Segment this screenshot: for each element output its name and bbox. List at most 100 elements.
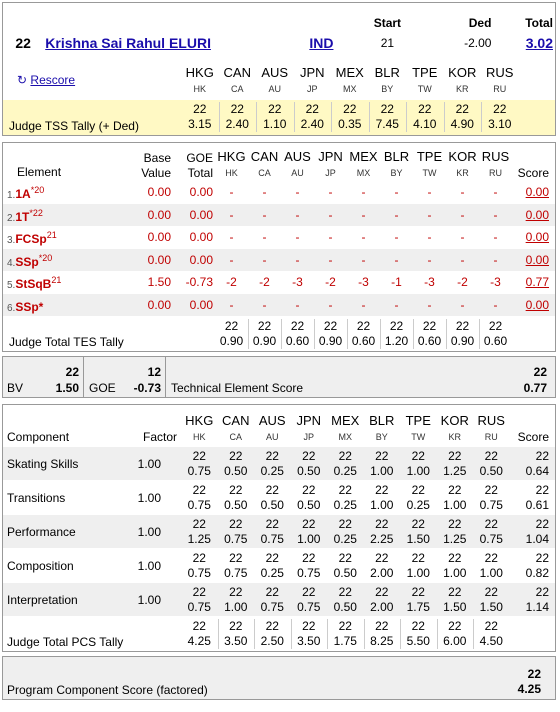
tes-tally-value: 0.90 bbox=[219, 334, 244, 348]
components-panel: Component Factor HKG HK CAN CA AUS AU JPN JP MEX… bbox=[2, 404, 556, 652]
component-factor: 1.00 bbox=[137, 559, 161, 573]
element-judge-goe: - bbox=[427, 297, 432, 312]
component-judge-rank: 22 bbox=[192, 483, 206, 497]
el-judge-hkg: HKG bbox=[217, 149, 246, 164]
element-judge-goe: - bbox=[295, 207, 300, 222]
element-judge-goe: - bbox=[229, 185, 234, 199]
component-name: Composition bbox=[7, 559, 74, 573]
tss-tally-value: 3.10 bbox=[488, 117, 512, 131]
element-code: SSp* bbox=[15, 299, 44, 314]
el-judge-blr: BLR bbox=[383, 149, 410, 164]
element-judge-header: HKG HK CAN CA AUS AU JPN JP MEX MX BLR BY TPE TW KOR KR… bbox=[215, 149, 515, 181]
pcs-tally-value: 1.75 bbox=[333, 634, 357, 648]
component-judge-value: 0.50 bbox=[224, 464, 248, 478]
component-factor: 1.00 bbox=[137, 491, 161, 505]
component-judge-value: 0.25 bbox=[406, 498, 430, 512]
tes-tally-value: 0.90 bbox=[450, 334, 475, 348]
component-judge-rank: 22 bbox=[448, 585, 462, 599]
element-name: 4.SSp*20 bbox=[7, 253, 52, 269]
tss-judge-sub-blr: BY bbox=[381, 84, 394, 94]
component-score-rank: 22 bbox=[535, 585, 549, 599]
component-judge-rank: 22 bbox=[484, 517, 498, 531]
component-judge-value: 1.50 bbox=[406, 532, 430, 546]
tss-tally-divider bbox=[406, 102, 407, 132]
tss-tally-divider bbox=[481, 102, 482, 132]
component-judge-rank: 22 bbox=[192, 449, 206, 463]
skater-rank: 22 bbox=[15, 35, 31, 51]
elements-panel: Element Base Value GOE Total HKG HK CAN CA A… bbox=[2, 142, 556, 352]
element-judge-goe: - bbox=[328, 252, 333, 267]
element-info: *20 bbox=[38, 252, 53, 263]
component-row: Transitions 1.00 22 0.75 22 0.50 22 0.50 22 0.50 2… bbox=[3, 481, 555, 514]
element-code: SSp bbox=[15, 254, 39, 269]
element-judge-goe: - bbox=[460, 252, 465, 267]
element-score-link[interactable]: 0.00 bbox=[525, 252, 549, 267]
tes-tally-rank: 22 bbox=[455, 319, 470, 333]
pc-judge-sub-mex: MX bbox=[338, 432, 353, 442]
pcs-tally-value: 2.50 bbox=[260, 634, 284, 648]
element-judge-goe: - bbox=[460, 185, 465, 199]
component-judge-rank: 22 bbox=[265, 449, 279, 463]
component-factor: 1.00 bbox=[137, 457, 161, 471]
pcs-tally-divider bbox=[254, 619, 255, 649]
pc-judge-sub-blr: BY bbox=[375, 432, 388, 442]
el-judge-sub-hkg: HK bbox=[225, 168, 238, 178]
component-judge-value: 0.75 bbox=[187, 600, 211, 614]
tes-value: 0.77 bbox=[523, 381, 547, 395]
element-judge-goe: - bbox=[460, 207, 465, 222]
tss-tally-rank: 22 bbox=[305, 102, 319, 116]
tss-tally-divider bbox=[293, 102, 295, 132]
tss-tally-value: 2.40 bbox=[225, 117, 249, 131]
tss-judge-can: CAN bbox=[223, 65, 251, 80]
ded-label: Ded bbox=[468, 16, 492, 30]
pcs-tally-value: 3.50 bbox=[297, 634, 321, 648]
element-index: 6. bbox=[7, 302, 16, 314]
pcs-tally-rank: 22 bbox=[229, 619, 243, 633]
component-judge-value: 0.50 bbox=[224, 498, 248, 512]
goe-total-header: GOE Total bbox=[173, 151, 213, 181]
tes-tally-rank: 22 bbox=[389, 319, 404, 333]
pcs-tally-value: 3.50 bbox=[224, 634, 248, 648]
component-judge-rank: 22 bbox=[192, 551, 206, 565]
rescore-link[interactable]: ↻ Rescore bbox=[17, 73, 75, 87]
element-index: 2. bbox=[7, 212, 16, 224]
element-score-link[interactable]: 0.00 bbox=[525, 230, 549, 244]
tss-judge-tpe: TPE bbox=[412, 65, 438, 80]
component-judge-value: 1.00 bbox=[443, 498, 467, 512]
el-judge-can: CAN bbox=[250, 149, 279, 164]
element-judge-goe: - bbox=[460, 297, 465, 312]
element-judge-goe: - bbox=[493, 185, 498, 199]
component-judge-value: 2.25 bbox=[370, 532, 394, 546]
element-score-link[interactable]: 0.00 bbox=[525, 185, 549, 199]
component-judge-rank: 22 bbox=[375, 517, 389, 531]
element-name: 3.FCSp21 bbox=[7, 230, 57, 246]
pcs-summary-value: 4.25 bbox=[517, 682, 541, 696]
element-score-link[interactable]: 0.00 bbox=[525, 207, 549, 222]
element-column-header: Element bbox=[17, 165, 62, 179]
element-base-value: 0.00 bbox=[147, 185, 171, 199]
pc-judge-sub-aus: AU bbox=[265, 432, 279, 442]
pc-judge-sub-can: CA bbox=[229, 432, 242, 442]
el-judge-sub-can: CA bbox=[258, 168, 271, 178]
el-judge-sub-tpe: TW bbox=[422, 168, 437, 178]
element-judge-goe: - bbox=[229, 252, 234, 267]
tss-tally-divider bbox=[218, 102, 220, 132]
skater-name-link[interactable]: Krishna Sai Rahul ELURI bbox=[45, 35, 211, 51]
component-judge-value: 0.75 bbox=[260, 532, 284, 546]
nation-link[interactable]: IND bbox=[309, 35, 334, 51]
element-score-link[interactable]: 0.00 bbox=[525, 297, 549, 312]
component-judge-rank: 22 bbox=[192, 585, 206, 599]
element-score-link[interactable]: 0.77 bbox=[525, 275, 549, 289]
pcs-tally-rank: 22 bbox=[375, 619, 389, 633]
tss-tally-rank: 22 bbox=[493, 102, 507, 116]
element-goe-total: -0.73 bbox=[185, 275, 213, 289]
bv-value: 1.50 bbox=[55, 381, 79, 395]
tss-tally-rank: 22 bbox=[268, 102, 282, 116]
element-judge-goe: - bbox=[328, 185, 333, 199]
pcs-tally-rank: 22 bbox=[265, 619, 279, 633]
component-name: Performance bbox=[7, 525, 76, 539]
el-judge-mex: MEX bbox=[349, 149, 378, 164]
component-judge-value: 1.00 bbox=[406, 566, 430, 580]
total-score-link[interactable]: 3.02 bbox=[525, 35, 553, 51]
pcs-tally-divider bbox=[217, 619, 219, 649]
